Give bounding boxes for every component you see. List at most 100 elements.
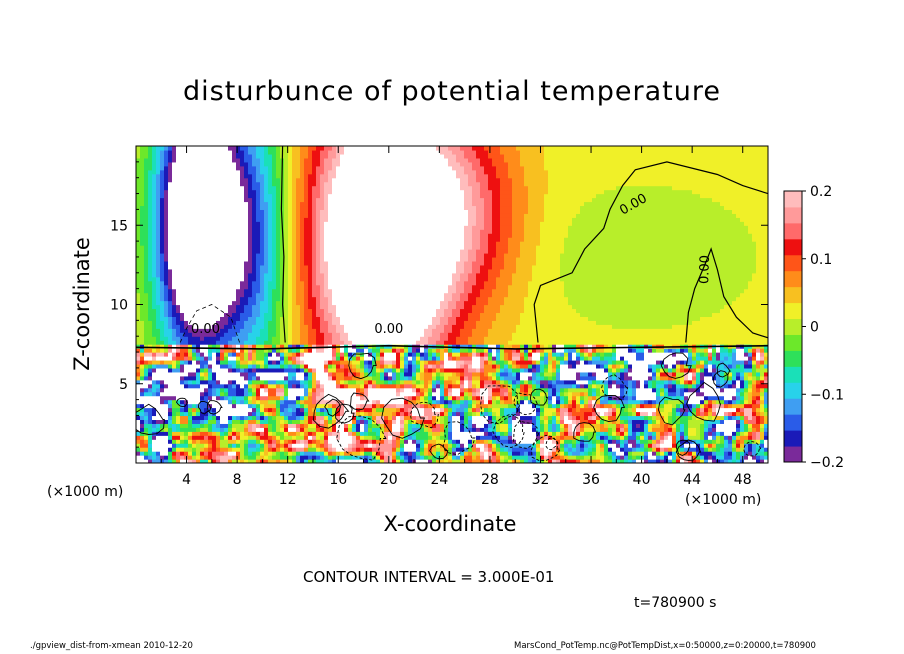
heatmap-cell xyxy=(344,340,349,345)
heatmap-cell xyxy=(352,431,357,436)
heatmap-cell xyxy=(172,193,177,199)
heatmap-cell xyxy=(196,256,201,262)
heatmap-cell xyxy=(296,276,301,282)
heatmap-cell xyxy=(184,213,189,218)
heatmap-cell xyxy=(252,371,257,377)
heatmap-cell xyxy=(280,312,285,317)
heatmap-cell xyxy=(192,320,197,325)
heatmap-cell xyxy=(324,348,329,353)
heatmap-cell xyxy=(304,403,309,409)
heatmap-cell xyxy=(244,415,249,421)
heatmap-cell xyxy=(296,316,301,321)
heatmap-cell xyxy=(256,411,261,417)
heatmap-cell xyxy=(324,316,329,321)
heatmap-cell xyxy=(352,395,357,401)
heatmap-cell xyxy=(136,399,141,405)
heatmap-cell xyxy=(376,284,381,290)
heatmap-cell xyxy=(248,252,253,258)
heatmap-cell xyxy=(220,320,225,325)
heatmap-cell xyxy=(316,149,321,155)
heatmap-cell xyxy=(292,328,297,333)
heatmap-cell xyxy=(212,209,217,214)
heatmap-cell xyxy=(156,383,161,389)
heatmap-cell xyxy=(168,324,173,329)
heatmap-cell xyxy=(344,387,349,393)
heatmap-cell xyxy=(272,209,277,214)
heatmap-cell xyxy=(308,149,313,155)
heatmap-cell xyxy=(280,371,285,377)
heatmap-cell xyxy=(344,304,349,310)
heatmap-cell xyxy=(360,379,365,385)
heatmap-cell xyxy=(196,169,201,175)
heatmap-cell xyxy=(340,399,345,405)
heatmap-cell xyxy=(300,348,305,353)
heatmap-cell xyxy=(340,375,345,381)
heatmap-cell xyxy=(264,352,269,357)
heatmap-cell xyxy=(268,165,273,171)
heatmap-cell xyxy=(168,165,173,171)
heatmap-cell xyxy=(296,268,301,274)
heatmap-cell xyxy=(208,359,213,365)
heatmap-cell xyxy=(344,336,349,341)
heatmap-cell xyxy=(316,185,321,191)
heatmap-cell xyxy=(176,213,181,218)
heatmap-cell xyxy=(364,407,369,413)
heatmap-cell xyxy=(200,308,205,314)
heatmap-cell xyxy=(372,411,377,417)
heatmap-cell xyxy=(252,340,257,345)
heatmap-cell xyxy=(188,217,193,222)
heatmap-cell xyxy=(164,308,169,314)
heatmap-cell xyxy=(312,177,317,183)
heatmap-cell xyxy=(308,252,313,258)
heatmap-cell xyxy=(260,292,265,298)
heatmap-cell xyxy=(216,352,221,357)
heatmap-cell xyxy=(224,403,229,409)
heatmap-cell xyxy=(176,423,181,428)
heatmap-cell xyxy=(320,225,325,230)
heatmap-cell xyxy=(212,391,217,397)
heatmap-cell xyxy=(336,391,341,397)
heatmap-cell xyxy=(276,284,281,290)
heatmap-cell xyxy=(184,276,189,282)
heatmap-cell xyxy=(232,280,237,286)
heatmap-cell xyxy=(228,189,233,195)
heatmap-cell xyxy=(192,459,197,463)
heatmap-cell xyxy=(180,217,185,222)
heatmap-cell xyxy=(376,272,381,278)
heatmap-cell xyxy=(252,161,257,167)
heatmap-cell xyxy=(244,455,249,460)
heatmap-cell xyxy=(136,201,141,207)
heatmap-cell xyxy=(288,391,293,397)
heatmap-cell xyxy=(372,205,377,210)
heatmap-cell xyxy=(332,435,337,440)
heatmap-cell xyxy=(268,288,273,294)
heatmap-cell xyxy=(284,399,289,405)
heatmap-cell xyxy=(164,161,169,167)
heatmap-cell xyxy=(316,237,321,242)
heatmap-cell xyxy=(152,344,157,349)
heatmap-cell xyxy=(384,383,389,389)
heatmap-cell xyxy=(244,288,249,294)
heatmap-cell xyxy=(268,249,273,254)
heatmap-cell xyxy=(372,213,377,218)
heatmap-cell xyxy=(264,296,269,302)
heatmap-cell xyxy=(224,153,229,159)
heatmap-cell xyxy=(208,328,213,333)
heatmap-cell xyxy=(344,177,349,183)
heatmap-cell xyxy=(188,189,193,195)
heatmap-cell xyxy=(140,391,145,397)
heatmap-cell xyxy=(324,173,329,179)
heatmap-cell xyxy=(348,252,353,258)
heatmap-cell xyxy=(324,332,329,337)
heatmap-cell xyxy=(372,403,377,409)
heatmap-cell xyxy=(148,213,153,218)
heatmap-cell xyxy=(348,185,353,191)
heatmap-cell xyxy=(180,153,185,159)
heatmap-cell xyxy=(308,177,313,183)
heatmap-cell xyxy=(172,419,177,424)
heatmap-cell xyxy=(340,185,345,191)
heatmap-cell xyxy=(272,455,277,460)
heatmap-cell xyxy=(308,256,313,262)
heatmap-cell xyxy=(364,435,369,440)
heatmap-cell xyxy=(276,435,281,440)
